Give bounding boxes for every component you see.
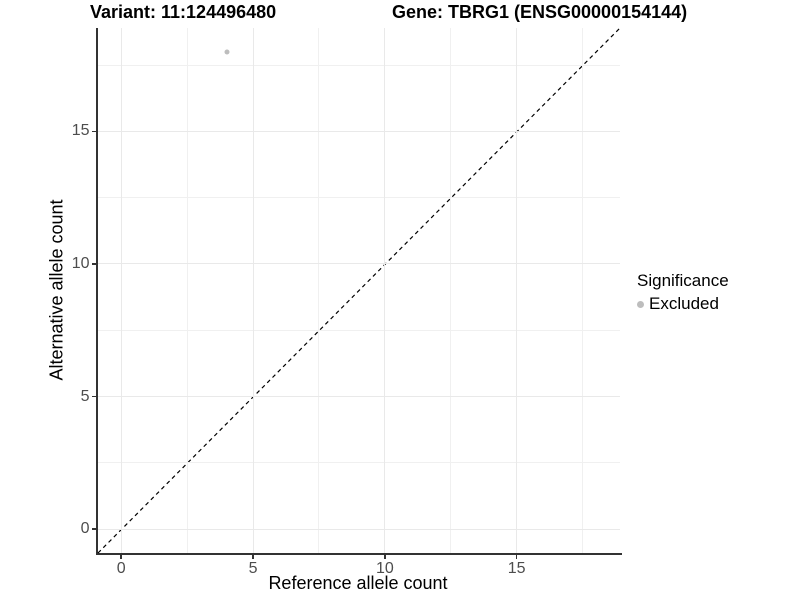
data-point [224, 49, 230, 55]
x-axis-title: Reference allele count [268, 573, 448, 593]
x-tick-label: 10 [375, 560, 394, 577]
plot-title-gene: Gene: TBRG1 (ENSG00000154144) [392, 2, 688, 22]
y-tick-label: 10 [71, 254, 90, 272]
y-tick-label: 15 [71, 122, 90, 140]
major-gridline-vertical [384, 28, 386, 553]
x-tick-label: 5 [248, 560, 258, 577]
minor-gridline-vertical [450, 28, 452, 553]
major-gridline-vertical [252, 28, 254, 553]
legend-entry-label: Excluded [649, 294, 719, 313]
minor-gridline-horizontal [97, 462, 620, 464]
x-tick-label: 0 [116, 560, 126, 577]
x-axis-tick [384, 554, 386, 559]
y-axis-tick [91, 263, 96, 265]
x-axis-tick [515, 554, 518, 559]
plot-title-variant: Variant: 11:124496480 [90, 2, 277, 22]
y-axis-title: Alternative allele count [46, 199, 67, 381]
minor-gridline-horizontal [97, 329, 620, 331]
minor-gridline-vertical [186, 28, 188, 553]
y-tick-label: 5 [80, 387, 90, 405]
minor-gridline-horizontal [97, 64, 620, 66]
excluded-point-marker-icon [637, 300, 644, 308]
major-gridline-vertical [120, 28, 122, 553]
minor-gridline-horizontal [97, 197, 620, 199]
major-gridline-horizontal [97, 396, 620, 398]
identity-line [97, 27, 620, 554]
y-axis-tick [91, 395, 96, 398]
y-axis-line [96, 28, 98, 555]
x-axis-tick [120, 554, 122, 559]
minor-gridline-vertical [318, 28, 320, 553]
major-gridline-horizontal [97, 130, 620, 132]
x-axis-line [96, 553, 622, 555]
x-axis-tick [252, 554, 254, 559]
y-axis-tick [91, 528, 96, 530]
y-tick-label: 0 [80, 520, 90, 538]
major-gridline-vertical [516, 28, 518, 553]
y-axis-tick [91, 130, 96, 133]
major-gridline-horizontal [97, 263, 620, 265]
legend: Significance Excluded [637, 271, 729, 314]
x-tick-label: 15 [507, 560, 526, 577]
legend-title: Significance [637, 271, 729, 290]
plot-panel: 0 5 10 15 0 5 10 15 [72, 27, 620, 577]
legend-entry-excluded: Excluded [637, 294, 729, 314]
major-gridline-horizontal [97, 528, 620, 530]
minor-gridline-vertical [582, 28, 584, 553]
